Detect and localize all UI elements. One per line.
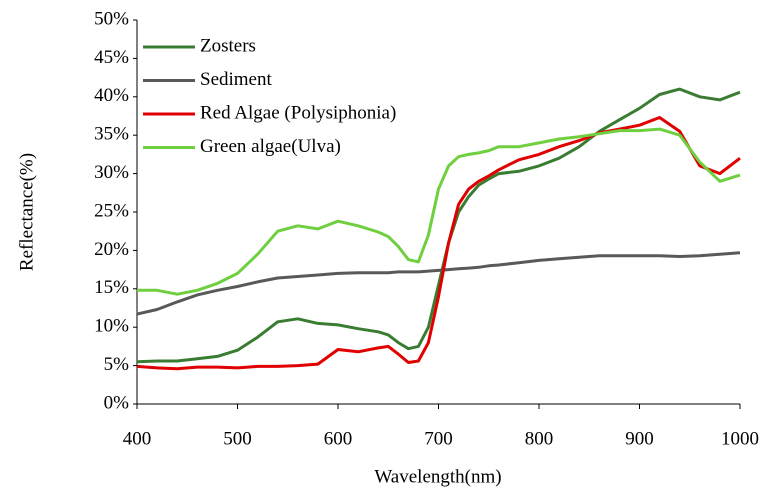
legend-label: Zosters [200,35,256,56]
y-tick-label: 35% [94,124,129,145]
y-tick-label: 15% [94,277,129,298]
legend-label: Green algae(Ulva) [200,136,341,157]
y-tick-label: 10% [94,316,129,337]
x-tick-label: 900 [625,428,654,449]
x-tick-label: 400 [123,428,152,449]
y-tick-label: 0% [104,392,130,413]
y-tick-label: 20% [94,239,129,260]
y-tick-label: 50% [94,8,129,29]
y-tick-label: 40% [94,85,129,106]
y-tick-label: 45% [94,47,129,68]
x-tick-label: 600 [324,428,353,449]
series-line [136,87,741,364]
y-tick-label: 30% [94,162,129,183]
x-tick-label: 500 [223,428,252,449]
x-tick-label: 1000 [721,428,759,449]
legend-label: Red Algae (Polysiphonia) [200,102,396,123]
x-tick-label: 700 [424,428,453,449]
y-tick-label: 25% [94,200,129,221]
x-axis-label: Wavelength(nm) [374,466,501,487]
series-line [136,251,741,316]
y-axis-label: Reflectance(%) [16,153,37,271]
x-tick-label: 800 [525,428,554,449]
y-tick-label: 5% [104,354,130,375]
legend-label: Sediment [200,69,272,90]
series-line [137,127,741,296]
